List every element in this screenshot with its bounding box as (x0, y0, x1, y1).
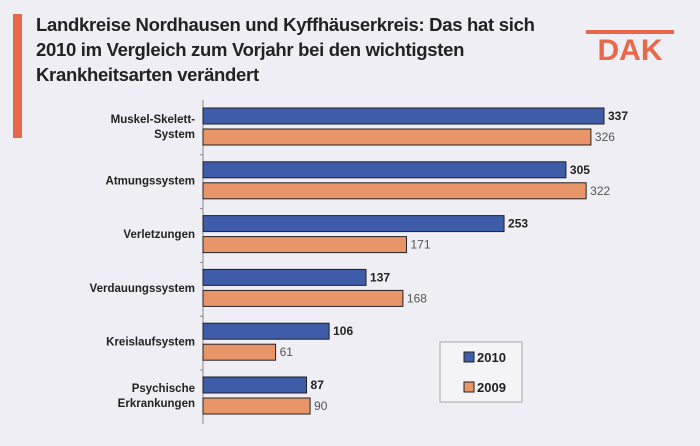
logo-text: DAK (598, 34, 663, 62)
legend-label: 2010 (477, 350, 506, 365)
accent-bar (13, 14, 22, 138)
bar-2009 (202, 236, 407, 254)
data-label: 87 (311, 378, 325, 392)
bar-2009 (202, 128, 592, 146)
legend-label: 2009 (477, 380, 506, 395)
data-label: 168 (407, 291, 427, 305)
data-label: 90 (314, 399, 328, 413)
chart-title: Landkreise Nordhausen und Kyffhäuserkrei… (36, 14, 535, 85)
data-label: 305 (570, 163, 590, 177)
category-label: Verletzungen (123, 229, 195, 241)
category-label: Kreislaufsystem (106, 337, 195, 349)
legend-box (439, 341, 523, 403)
data-label: 326 (595, 130, 615, 144)
data-label: 322 (590, 184, 610, 198)
data-label: 253 (508, 217, 528, 231)
bar-2010 (202, 215, 505, 233)
bar-2010 (202, 322, 330, 340)
bar-2010 (202, 107, 605, 125)
data-label: 171 (410, 238, 430, 252)
category-label: Muskel-Skelett- (111, 114, 196, 126)
bar-2010 (202, 268, 367, 286)
category-label: Erkrankungen (118, 398, 195, 410)
bar-2009 (202, 289, 404, 307)
data-label: 337 (608, 109, 628, 123)
category-label: Psychische (132, 383, 195, 395)
bar-2009 (202, 397, 311, 415)
bar-2010 (202, 161, 567, 179)
legend-swatch-2009 (463, 381, 475, 393)
data-label: 137 (370, 270, 390, 284)
data-label: 106 (333, 324, 353, 338)
bar-2010 (202, 376, 308, 394)
dak-logo: DAK (586, 30, 674, 62)
bar-2009 (202, 182, 587, 200)
category-label: Atmungssystem (106, 175, 195, 187)
bar-2009 (202, 343, 277, 361)
legend-swatch-2010 (463, 351, 475, 363)
category-label: System (154, 129, 195, 141)
category-label: Verdauungssystem (90, 283, 195, 295)
data-label: 61 (280, 345, 294, 359)
